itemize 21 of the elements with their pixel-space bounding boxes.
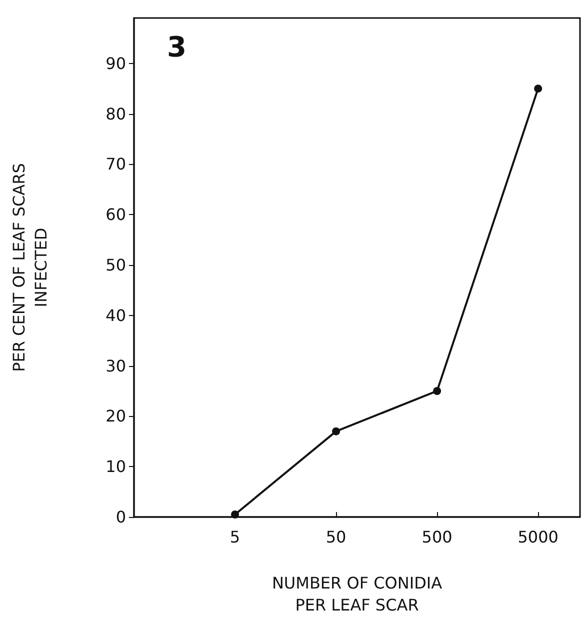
x-tick-label: 5000 (518, 528, 558, 546)
x-tick-label: 50 (326, 528, 346, 546)
x-tick-label: 500 (422, 528, 452, 546)
point (433, 386, 442, 395)
y-tick-label: 60 (106, 205, 126, 224)
point (231, 510, 240, 518)
y-tick-label: 80 (106, 104, 126, 124)
y-tick-label: 90 (106, 54, 126, 73)
x-axis-title: NUMBER OF CONIDIA PER LEAF SCAR (272, 574, 442, 614)
y-tick-label: 70 (106, 154, 126, 174)
y-tick-label: 20 (106, 406, 126, 426)
point (332, 427, 340, 436)
point (534, 84, 542, 93)
y-tick-label: 30 (106, 356, 126, 376)
y-tick-label: 50 (106, 255, 126, 274)
y-tick-label: 0 (116, 508, 126, 526)
x-tick-label: 5 (230, 528, 240, 546)
y-tick-label: 10 (106, 457, 126, 476)
text: 3 (167, 30, 186, 64)
y-axis-title: PER CENT OF LEAF SCARS INFECTED (10, 163, 50, 372)
y-tick-label: 40 (106, 306, 126, 325)
